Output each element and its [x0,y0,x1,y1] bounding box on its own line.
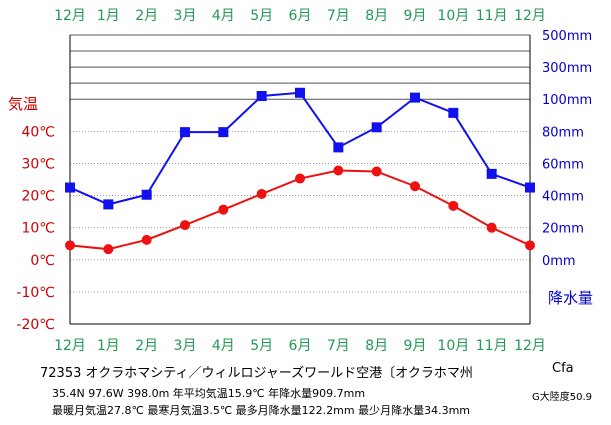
precipitation-tick-label: 300mm [542,61,592,76]
precipitation-point [525,182,535,193]
chart-grid [70,34,530,293]
precipitation-point [103,199,114,210]
precipitation-point [180,127,190,138]
temperature-point [486,222,497,233]
month-label-bottom: 12月 [54,338,86,354]
precipitation-point [65,182,75,193]
month-label-top: 1月 [97,8,120,24]
temperature-point [410,181,420,192]
precipitation-point [333,142,344,153]
temperature-point [371,166,382,177]
month-label-top: 12月 [54,8,86,24]
month-label-top: 7月 [327,8,350,24]
precipitation-point [256,91,267,102]
month-label-top: 2月 [135,8,158,24]
temperature-tick-label: 20℃ [21,189,55,205]
temperature-point [525,240,535,251]
month-label-bottom: 1月 [97,338,120,354]
temperature-point [218,204,229,215]
precipitation-tick-label: 100mm [542,93,592,108]
month-label-bottom: 10月 [437,338,469,354]
temperature-point [448,200,459,211]
month-label-bottom: 4月 [212,338,235,354]
temperature-tick-label: -10℃ [16,285,55,301]
station-title: 72353 オクラホマシティ／ウィルロジャーズワールド空港〔オクラホマ州 [40,366,473,381]
precipitation-tick-label: 20mm [542,222,584,237]
chart-axes [69,35,531,325]
precipitation-point [410,92,420,103]
month-label-bottom: 8月 [365,338,388,354]
month-label-bottom: 12月 [514,338,546,354]
temperature-tick-label: 0℃ [30,253,55,269]
temperature-point [180,220,190,231]
month-label-bottom: 7月 [327,338,350,354]
precipitation-point [371,122,382,133]
temperature-tick-label: 10℃ [21,221,55,237]
temperature-point [256,188,267,199]
month-label-top: 8月 [365,8,388,24]
temperature-point [295,173,305,184]
temperature-tick-label: -20℃ [16,317,55,333]
station-stats-line-2: 最暖月気温27.8℃ 最寒月気温3.5℃ 最多月降水量122.2mm 最少月降水… [52,404,471,417]
month-label-top: 5月 [250,8,273,24]
month-label-top: 9月 [404,8,427,24]
precipitation-axis-title: 降水量 [548,289,593,307]
climate-class-label: Cfa [552,361,574,376]
precipitation-point [486,168,497,179]
month-label-bottom: 11月 [476,338,508,354]
temperature-tick-label: 30℃ [21,156,55,172]
month-label-top: 11月 [476,8,508,24]
month-label-top: 12月 [514,8,546,24]
temperature-axis-title: 気温 [8,95,38,113]
temperature-point [103,244,114,255]
precipitation-point [218,127,229,138]
temperature-point [333,165,344,176]
month-label-bottom: 5月 [250,338,273,354]
precipitation-point [141,189,152,200]
precipitation-point [295,87,305,98]
month-label-bottom: 2月 [135,338,158,354]
temperature-point [141,234,152,245]
month-label-top: 3月 [174,8,197,24]
month-label-top: 10月 [437,8,469,24]
precipitation-tick-label: 80mm [542,125,584,140]
precipitation-tick-label: 40mm [542,190,584,205]
temperature-tick-label: 40℃ [21,124,55,140]
month-label-top: 4月 [212,8,235,24]
precipitation-line [69,91,531,206]
month-label-bottom: 9月 [404,338,427,354]
month-label-bottom: 3月 [174,338,197,354]
station-stats-line-1: 35.4N 97.6W 398.0m 年平均気温15.9℃ 年降水量909.7m… [52,387,366,400]
temperature-point [65,240,75,251]
chart-labels: 12月 12月 1月 1月 2月 2月 3月 3月 4月 4月 5月 5月 6月 6月 7月 7月 8月 8月 9月… [8,8,593,354]
precipitation-tick-label: 0mm [542,254,576,269]
month-label-bottom: 6月 [289,338,312,354]
precipitation-tick-label: 60mm [542,157,584,172]
chart-series [65,87,535,255]
precipitation-tick-label: 500mm [542,29,592,44]
month-label-top: 6月 [289,8,312,24]
precipitation-point [448,107,459,118]
continentality-label: G大陸度50.9 [532,392,593,403]
